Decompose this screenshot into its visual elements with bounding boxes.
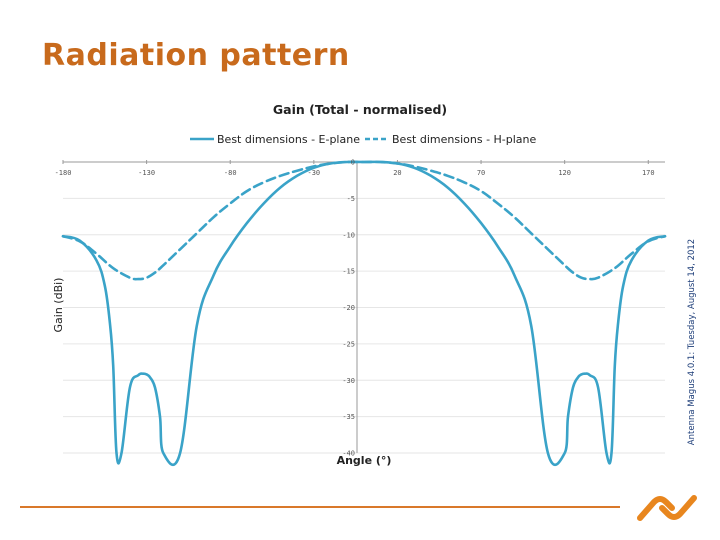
y-axis-label: Gain (dBi) bbox=[52, 278, 65, 333]
y-tick-label-4: -20 bbox=[342, 304, 355, 312]
x-axis-label: Angle (°) bbox=[337, 454, 392, 467]
chart-title: Gain (Total - normalised) bbox=[273, 102, 447, 117]
x-tick-label-3: -30 bbox=[308, 169, 321, 177]
chain-link-logo-icon bbox=[637, 495, 697, 521]
y-tick-label-5: -25 bbox=[342, 340, 355, 348]
y-tick-label-2: -10 bbox=[342, 231, 355, 239]
legend-label-e-plane: Best dimensions - E-plane bbox=[217, 133, 360, 146]
chart-tick-labels: -180 -130 -80 -30 20 70 120 170 0 -5 -10 -15 -20 -25 -… bbox=[55, 159, 655, 458]
chart-axes bbox=[62, 160, 665, 453]
legend-label-h-plane: Best dimensions - H-plane bbox=[392, 133, 537, 146]
chart-legend: Best dimensions - E-plane Best dimension… bbox=[190, 133, 537, 146]
y-tick-label-8: -40 bbox=[342, 450, 355, 458]
y-tick-label-0: 0 bbox=[351, 159, 355, 167]
software-watermark: Antenna Magus 4.0.1: Tuesday, August 14,… bbox=[687, 239, 697, 445]
series-line-e-plane bbox=[61, 160, 667, 467]
y-tick-label-7: -35 bbox=[342, 413, 355, 421]
y-tick-label-1: -5 bbox=[347, 195, 355, 203]
chart-grid bbox=[63, 161, 665, 454]
footer-divider bbox=[20, 506, 620, 508]
x-tick-label-0: -180 bbox=[55, 169, 72, 177]
y-tick-label-3: -15 bbox=[342, 268, 355, 276]
x-tick-label-4: 20 bbox=[393, 169, 401, 177]
slide-title: Radiation pattern bbox=[42, 38, 350, 73]
x-tick-label-6: 120 bbox=[558, 169, 571, 177]
x-tick-label-5: 70 bbox=[477, 169, 485, 177]
y-tick-label-6: -30 bbox=[342, 377, 355, 385]
series-line-h-plane bbox=[61, 160, 667, 281]
chart-series-layer bbox=[61, 160, 667, 467]
x-tick-label-7: 170 bbox=[642, 169, 655, 177]
x-tick-label-2: -80 bbox=[224, 169, 237, 177]
x-tick-label-1: -130 bbox=[138, 169, 155, 177]
